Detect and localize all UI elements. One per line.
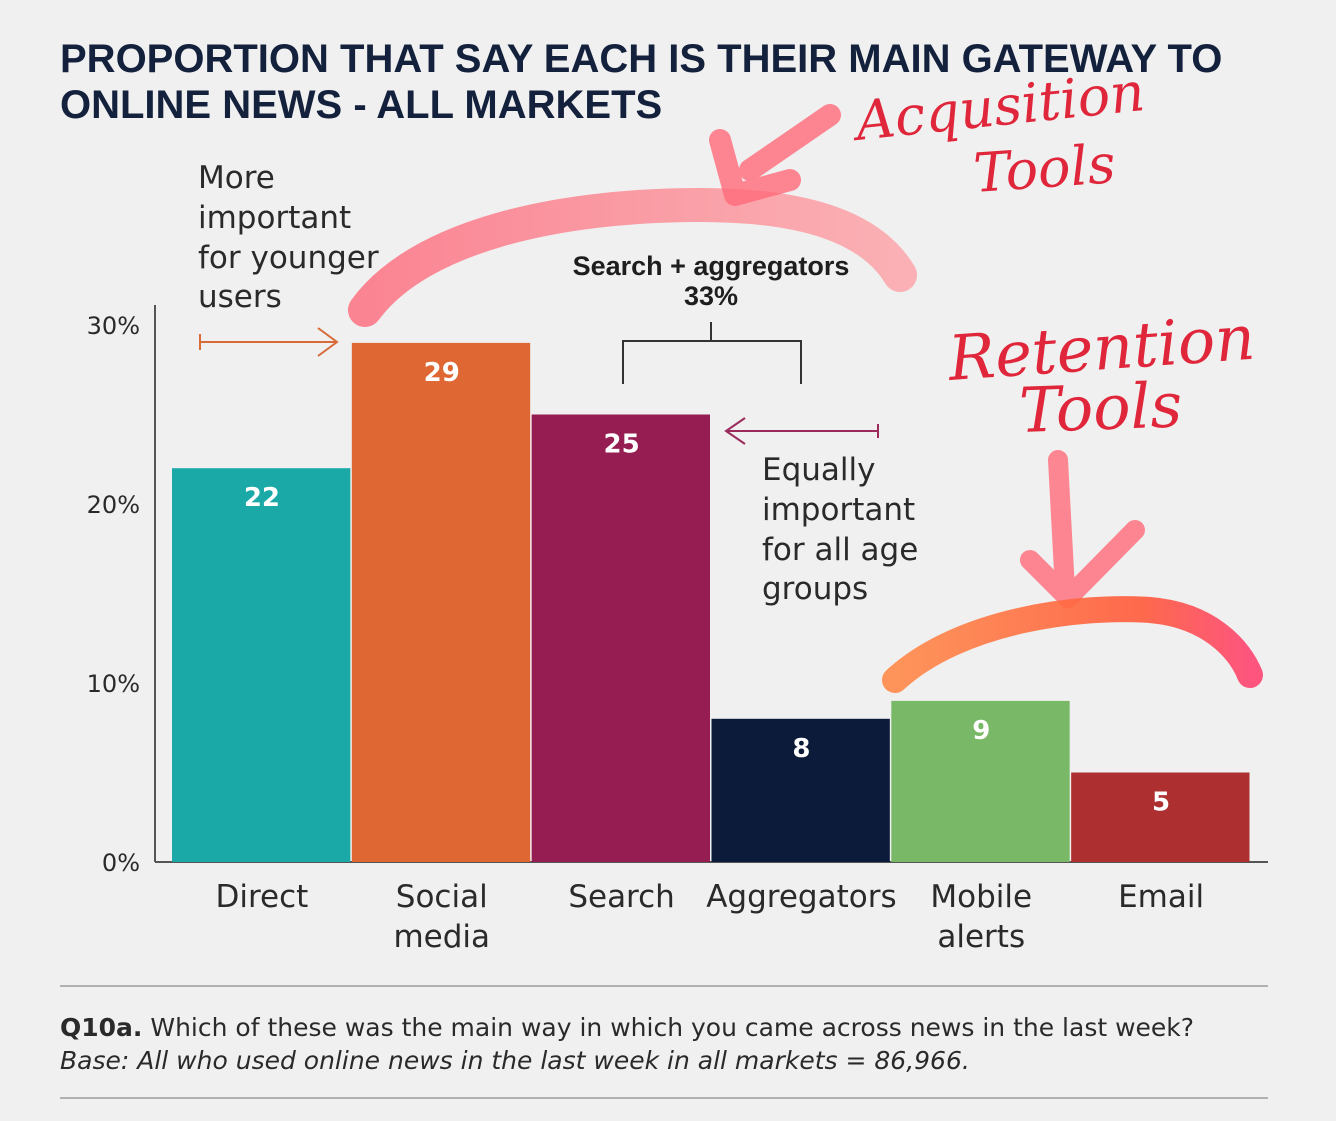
footer-base: Base: All who used online news in the la… (60, 1046, 970, 1075)
category-labels: Direct Social media Search Aggregators Mobile… (216, 879, 1205, 955)
footer-question-id: Q10a. (60, 1013, 142, 1042)
bar-value-label: 8 (792, 734, 810, 764)
category-label: Email (1118, 879, 1204, 915)
category-label: media (393, 919, 490, 955)
category-label: alerts (937, 919, 1025, 955)
equal-note-line-4: groups (762, 571, 868, 607)
footer-question: Q10a. Which of these was the main way in… (60, 1013, 1194, 1042)
bracket-line-icon (622, 340, 802, 384)
footer-question-text: Which of these was the main way in which… (142, 1013, 1194, 1042)
y-ticks: 0% 10% 20% 30% (87, 312, 140, 877)
equal-importance-note: Equally important for all age groups (724, 417, 918, 607)
bar (351, 342, 531, 862)
bar (891, 700, 1070, 862)
bar-value-label: 29 (424, 358, 460, 388)
bar-value-label: 5 (1152, 788, 1170, 818)
orange-arrow-icon (199, 327, 339, 357)
bracket-title: Search + aggregators (573, 251, 850, 281)
younger-note-line-2: important (198, 200, 351, 236)
orange-arc-icon (882, 596, 1263, 693)
y-tick-label: 20% (87, 491, 140, 519)
retention-highlight: Retention Tools (882, 301, 1263, 693)
bars: 22 29 25 8 9 5 (172, 342, 1250, 862)
chart-title-line-2: ONLINE NEWS - ALL MARKETS (60, 83, 662, 127)
younger-note-line-4: users (198, 279, 282, 315)
younger-users-note: More important for younger users (198, 160, 379, 357)
chart-title-line-1: PROPORTION THAT SAY EACH IS THEIR MAIN G… (60, 37, 1222, 81)
bar (172, 468, 351, 862)
pink-arc-icon (348, 187, 917, 327)
category-label: Mobile (930, 879, 1032, 915)
category-label: Social (396, 879, 488, 915)
bar (1071, 772, 1250, 862)
acquisition-handwriting-2: Tools (972, 132, 1118, 205)
y-tick-label: 0% (102, 849, 140, 877)
y-tick-label: 10% (87, 670, 140, 698)
bar-value-label: 25 (603, 430, 639, 460)
equal-note-line-2: important (762, 492, 915, 528)
bar (711, 718, 890, 862)
search-aggregators-bracket: Search + aggregators 33% (573, 251, 850, 384)
category-label: Search (568, 879, 675, 915)
bar (531, 414, 710, 862)
younger-note-line-1: More (198, 160, 275, 196)
category-label: Aggregators (706, 879, 896, 915)
bracket-value: 33% (684, 281, 738, 311)
bar-value-label: 22 (244, 483, 280, 513)
bar-value-label: 9 (972, 716, 990, 746)
equal-note-line-3: for all age (762, 532, 918, 568)
pink-down-arrow-icon (1020, 450, 1145, 608)
pink-arrow-icon (709, 104, 841, 206)
equal-note-line-1: Equally (762, 452, 875, 488)
y-tick-label: 30% (87, 312, 140, 340)
younger-note-line-3: for younger (198, 240, 379, 276)
purple-arrow-icon (724, 417, 879, 445)
retention-handwriting-2: Tools (1018, 368, 1183, 447)
category-label: Direct (216, 879, 309, 915)
